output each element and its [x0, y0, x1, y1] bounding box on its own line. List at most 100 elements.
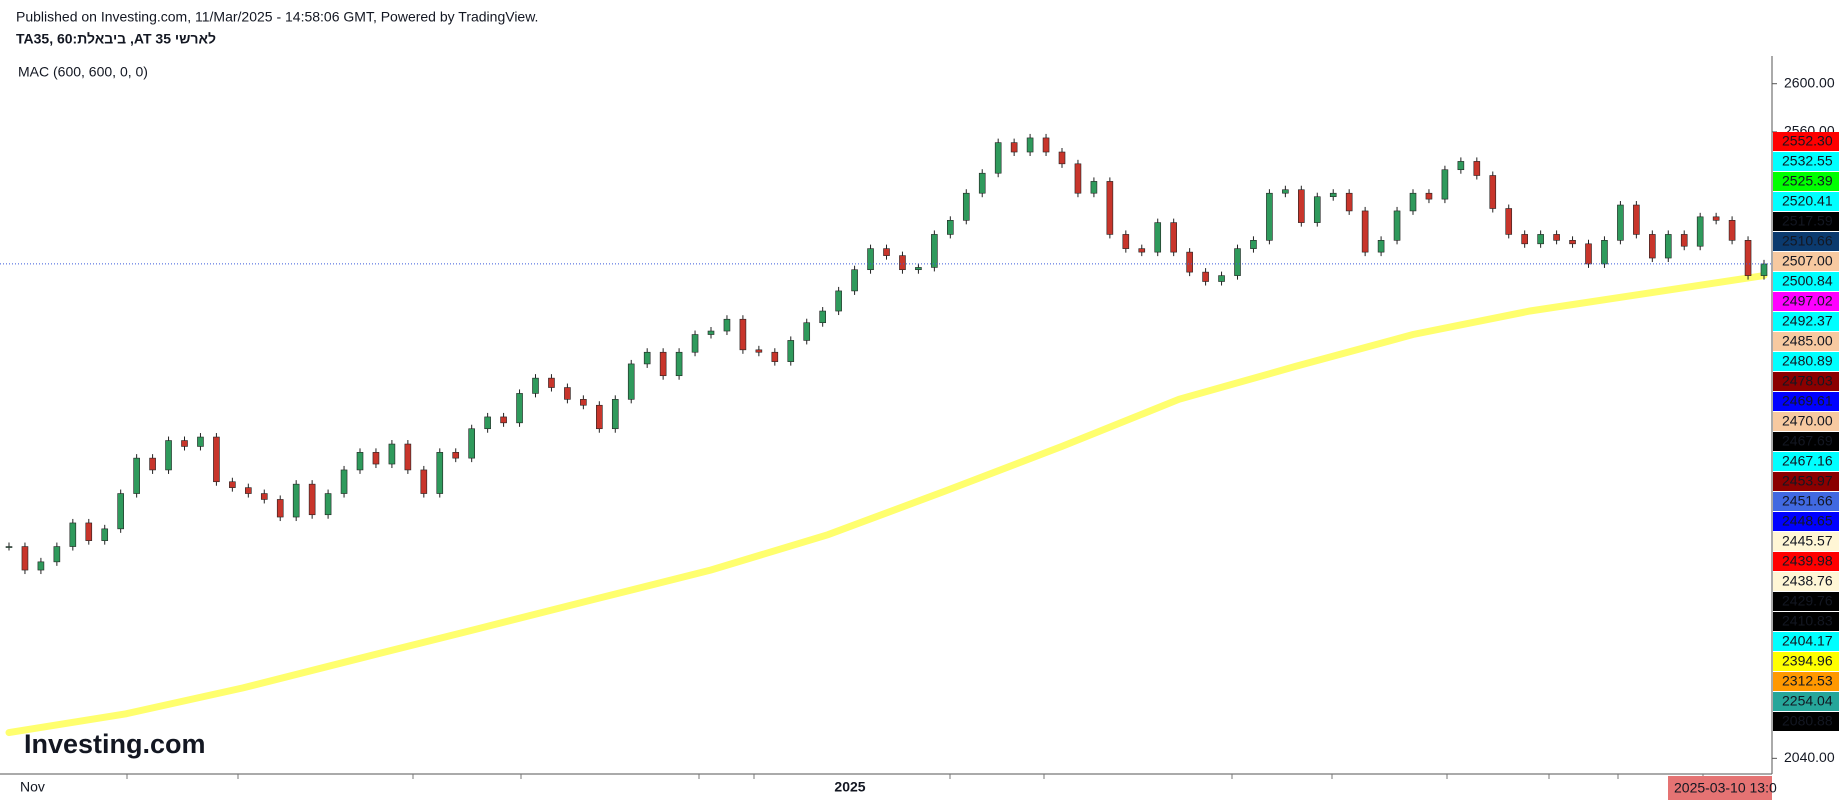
price-label-box: [1773, 612, 1839, 631]
candle: [484, 416, 491, 430]
candle: [994, 142, 1002, 174]
price-label-box: [1773, 692, 1839, 711]
price-label: 2507.00: [1782, 253, 1833, 269]
candle: [580, 399, 587, 406]
candle: [388, 443, 396, 465]
y-tick-label: 2600.00: [1784, 74, 1835, 90]
candle: [245, 487, 252, 494]
candle: [1234, 248, 1241, 276]
candle: [85, 522, 93, 541]
candle: [643, 351, 651, 365]
candle: [1649, 234, 1656, 259]
candle: [723, 318, 731, 332]
price-label-box: [1773, 232, 1839, 251]
x-tick-label: 2025: [834, 779, 865, 795]
candle: [659, 351, 667, 377]
candle: [564, 387, 571, 400]
candle: [978, 172, 986, 194]
candle: [1633, 204, 1640, 235]
candle: [165, 440, 172, 471]
published-note: Published on Investing.com, 11/Mar/2025 …: [16, 9, 538, 25]
price-label-box: [1773, 392, 1839, 411]
price-label-box: [1773, 152, 1839, 171]
candle: [101, 528, 109, 541]
candle: [404, 443, 412, 471]
candle: [500, 416, 507, 424]
price-label: 2254.04: [1782, 693, 1833, 709]
candle: [1313, 196, 1321, 223]
candle: [1186, 251, 1193, 273]
candle: [37, 561, 45, 571]
price-label: 2500.84: [1782, 273, 1833, 289]
candle: [771, 351, 779, 362]
moving-average-line: [5, 272, 1768, 737]
indicator-label: MAC (600, 600, 0, 0): [18, 64, 148, 80]
candle: [117, 493, 124, 530]
price-label: 2478.03: [1782, 373, 1833, 389]
price-label-box: [1773, 192, 1839, 211]
candle: [931, 234, 938, 268]
price-label-box: [1773, 492, 1839, 511]
candle: [1361, 210, 1369, 253]
candle: [1345, 192, 1353, 212]
candle: [947, 220, 954, 235]
candle: [1489, 175, 1497, 209]
candle: [149, 457, 156, 471]
price-label: 2469.61: [1782, 393, 1833, 409]
logo: Investing.com: [24, 729, 206, 759]
price-label-box: [1773, 472, 1839, 491]
candle: [308, 483, 316, 516]
price-label-box: [1773, 552, 1839, 571]
candle: [1266, 192, 1273, 241]
price-label: 2445.57: [1782, 533, 1833, 549]
candle: [548, 377, 555, 388]
candle: [1298, 189, 1305, 223]
price-label-box: [1773, 712, 1839, 731]
candle: [532, 377, 539, 394]
candle: [1521, 234, 1528, 245]
price-label-box: [1773, 272, 1839, 291]
candle: [340, 469, 348, 494]
price-label-box: [1773, 332, 1839, 351]
x-tick-label: Nov: [20, 779, 45, 795]
candle: [1090, 181, 1098, 194]
candle: [707, 330, 715, 335]
price-label: 2394.96: [1782, 653, 1833, 669]
candle: [675, 351, 683, 377]
price-label: 2467.69: [1782, 433, 1833, 449]
price-label-box: [1773, 532, 1839, 551]
price-label-box: [1773, 672, 1839, 691]
candle: [1696, 216, 1704, 247]
price-label-box: [1773, 432, 1839, 451]
price-label: 2520.41: [1782, 193, 1833, 209]
candle: [372, 452, 380, 465]
price-label-box: [1773, 132, 1839, 151]
price-label: 2439.98: [1782, 553, 1833, 569]
price-label: 2312.53: [1782, 673, 1833, 689]
candle: [1569, 240, 1576, 245]
price-label-box: [1773, 632, 1839, 651]
candle: [1617, 204, 1624, 241]
candle: [1329, 192, 1337, 198]
price-label: 2485.00: [1782, 333, 1833, 349]
candle: [260, 493, 268, 500]
candle: [1728, 220, 1736, 241]
candle: [899, 255, 906, 271]
candle: [1250, 240, 1257, 249]
candle: [133, 457, 140, 494]
price-label: 2448.65: [1782, 513, 1833, 529]
candle: [1026, 137, 1034, 153]
candle: [181, 440, 188, 447]
crosshair-box: [1668, 776, 1772, 800]
price-label: 2517.59: [1782, 213, 1833, 229]
y-tick-label: 2040.00: [1784, 749, 1835, 765]
candle: [1282, 189, 1289, 194]
candle: [1425, 192, 1433, 200]
candle: [1601, 240, 1608, 265]
price-label-box: [1773, 512, 1839, 531]
price-label: 2492.37: [1782, 313, 1833, 329]
candle: [1218, 275, 1225, 282]
candle: [1377, 240, 1385, 253]
price-label: 2532.55: [1782, 153, 1833, 169]
